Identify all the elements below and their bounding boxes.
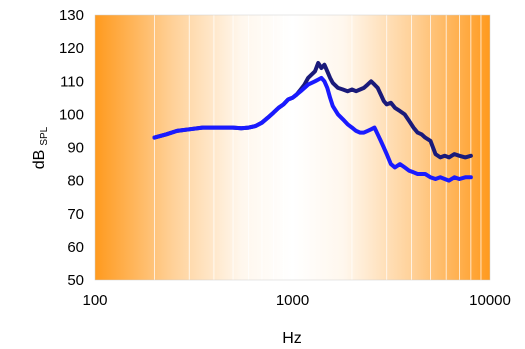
y-tick-label: 60	[67, 239, 84, 256]
series-line-2	[152, 75, 473, 183]
y-axis-title-main: dB	[31, 150, 48, 170]
y-tick-label: 80	[67, 173, 84, 190]
y-tick-label: 130	[59, 7, 84, 24]
x-axis-title: Hz	[282, 330, 302, 347]
x-tick-label: 100	[82, 292, 107, 309]
gridlines	[154, 15, 482, 280]
y-tick-label: 100	[59, 106, 84, 123]
y-tick-label: 110	[60, 73, 84, 90]
y-axis-title-subscript: SPL	[39, 126, 50, 145]
y-tick-label: 120	[59, 40, 84, 57]
plot-area-frame	[94, 14, 491, 281]
y-tick-label: 70	[67, 206, 84, 223]
series-layer	[152, 61, 473, 183]
y-tick-label: 50	[67, 272, 84, 289]
x-tick-label: 1000	[276, 292, 309, 309]
x-axis-ticks: 100 1000 10000	[82, 292, 510, 309]
x-tick-label: 10000	[469, 292, 511, 309]
y-axis-title: dB SPL	[31, 126, 50, 169]
y-axis-ticks: 50 60 70 80 90 100 110 120 130	[59, 7, 84, 289]
y-tick-label: 90	[67, 140, 84, 157]
